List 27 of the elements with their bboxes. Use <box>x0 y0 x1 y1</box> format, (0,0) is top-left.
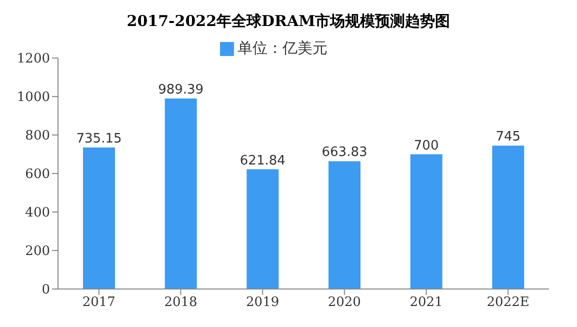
x-tick-label: 2019 <box>246 295 280 310</box>
bar <box>492 146 524 289</box>
data-label: 989.39 <box>158 82 204 98</box>
bar <box>164 98 197 289</box>
y-tick-label: 0 <box>42 282 50 298</box>
x-tick-label: 2018 <box>164 295 198 310</box>
y-tick-label: 200 <box>25 244 50 260</box>
bar <box>83 147 115 289</box>
y-tick-label: 1200 <box>16 52 50 67</box>
x-tick-label: 2017 <box>82 295 116 310</box>
chart-title: 2017-2022年全球DRAM市场规模预测趋势图 <box>126 11 452 32</box>
x-tick-label: 2020 <box>328 295 361 310</box>
bar <box>328 161 360 289</box>
data-label: 663.83 <box>322 145 368 160</box>
data-label: 700 <box>414 138 439 154</box>
data-label: 735.15 <box>76 131 122 146</box>
x-tick-label: 2022E <box>486 295 530 310</box>
data-label: 745 <box>496 130 521 145</box>
y-tick-label: 800 <box>25 128 50 144</box>
y-tick-label: 1000 <box>16 90 50 106</box>
data-label: 621.84 <box>240 153 286 168</box>
legend-label: 单位：亿美元 <box>238 39 328 57</box>
y-tick-label: 400 <box>25 206 50 221</box>
y-tick-label: 600 <box>25 167 50 182</box>
bar <box>410 154 442 289</box>
bar <box>246 169 279 289</box>
x-tick-label: 2021 <box>410 295 443 310</box>
